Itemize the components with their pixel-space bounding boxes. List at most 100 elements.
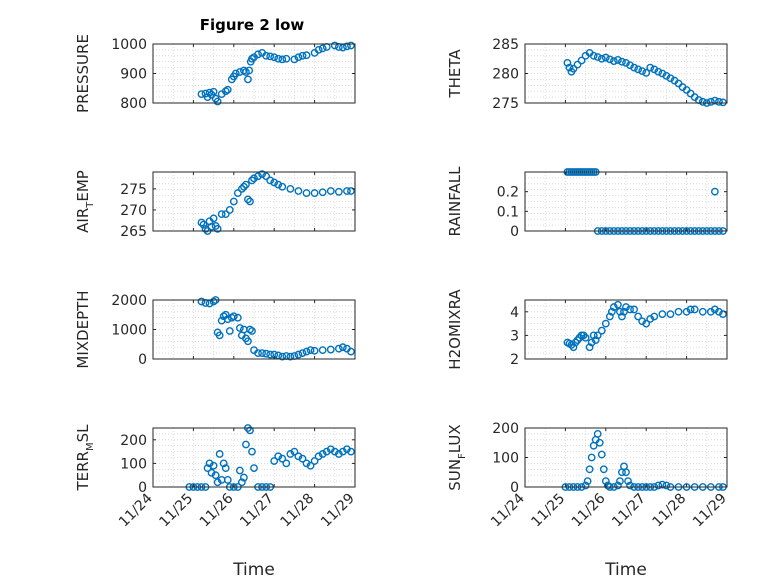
panel-1-marker bbox=[298, 51, 307, 60]
panel-6-marker bbox=[658, 310, 667, 319]
panel-3-marker bbox=[270, 178, 279, 187]
panel-5-marker bbox=[225, 327, 234, 335]
panel-5-marker bbox=[294, 350, 303, 359]
panel-5-marker bbox=[258, 349, 266, 357]
panel-8-marker bbox=[599, 465, 608, 474]
panel-6-marker bbox=[607, 307, 616, 316]
panel-1-marker bbox=[209, 87, 218, 96]
panel-3-marker bbox=[199, 220, 208, 229]
panel-4-ytick-label: 0 bbox=[510, 224, 519, 240]
panel-6-marker bbox=[674, 307, 683, 316]
panel-8-marker bbox=[616, 477, 624, 485]
panel-5-ytick-label: 1000 bbox=[111, 323, 147, 339]
panel-7-axes-box bbox=[152, 427, 356, 488]
panel-7-xtick-label: 11/27 bbox=[237, 491, 277, 531]
panel-5-marker bbox=[310, 346, 319, 355]
panel-2-marker bbox=[618, 57, 626, 66]
panel-7-marker bbox=[221, 464, 230, 473]
panel-7-marker bbox=[213, 478, 222, 487]
panel-3-marker bbox=[278, 182, 287, 191]
panel-1-marker bbox=[294, 53, 303, 62]
panel-1-marker bbox=[347, 41, 355, 50]
panel-3-marker bbox=[266, 176, 275, 185]
figure-title: Figure 2 low bbox=[200, 16, 305, 34]
panel-2-ytick-label: 275 bbox=[492, 96, 519, 112]
panel-5-marker bbox=[254, 349, 262, 357]
panel-7-marker bbox=[219, 459, 228, 468]
panel-2-marker bbox=[565, 63, 574, 72]
panel-6-marker bbox=[710, 305, 719, 314]
panel-8-marker bbox=[614, 481, 622, 490]
panel-3-ylabel: AIRTEMP bbox=[74, 170, 96, 233]
panel-8-marker bbox=[585, 465, 594, 474]
panel-3-marker bbox=[239, 182, 248, 191]
panel-1-marker bbox=[274, 54, 283, 63]
panel-5-marker bbox=[347, 347, 355, 356]
panel-6-marker bbox=[591, 336, 600, 345]
panel-3-marker bbox=[294, 187, 303, 195]
panel-5-marker bbox=[338, 343, 347, 352]
panel-4-ylabel: RAINFALL bbox=[446, 166, 464, 237]
panel-7-ytick-label: 0 bbox=[138, 480, 147, 496]
panel-6-marker bbox=[618, 312, 626, 321]
panel-5-marker bbox=[235, 324, 244, 332]
panel-1-marker bbox=[262, 51, 271, 60]
panel-8-marker bbox=[654, 481, 663, 490]
panel-3-ytick-label: 275 bbox=[120, 182, 147, 198]
panel-8-xlabel: Time bbox=[604, 560, 647, 580]
panel-7-marker bbox=[248, 447, 256, 456]
panel-6-marker bbox=[601, 319, 610, 328]
panel-6-ytick-label: 4 bbox=[510, 305, 519, 321]
panel-5-marker bbox=[266, 350, 275, 359]
panel-7-marker bbox=[314, 452, 323, 461]
panel-1-marker bbox=[266, 52, 275, 61]
panel-3-marker bbox=[326, 187, 335, 195]
panel-7-xtick-label: 11/29 bbox=[318, 491, 358, 531]
panel-6-marker bbox=[642, 319, 651, 328]
panel-6-marker bbox=[605, 312, 614, 321]
panel-7-marker bbox=[205, 459, 214, 468]
panel-7-marker bbox=[274, 452, 283, 461]
panel-6-marker bbox=[587, 338, 596, 347]
panel-6-marker bbox=[646, 314, 655, 323]
panel-6-marker bbox=[593, 331, 602, 340]
panel-2-marker bbox=[646, 63, 655, 72]
panel-3-marker bbox=[258, 170, 266, 179]
panel-3-marker bbox=[274, 180, 283, 189]
panel-7-marker bbox=[310, 457, 319, 465]
panel-5-ytick-label: 0 bbox=[138, 352, 147, 368]
panel-1-marker bbox=[270, 53, 279, 62]
panel-7-marker bbox=[330, 447, 339, 456]
panel-3-marker bbox=[262, 172, 271, 181]
panel-5-marker bbox=[302, 347, 311, 356]
panel-8-xtick-label: 11/29 bbox=[690, 491, 730, 531]
panel-7-marker bbox=[306, 461, 315, 470]
panel-5-marker bbox=[286, 352, 295, 361]
panel-2-marker bbox=[597, 54, 606, 63]
panel-3-marker bbox=[302, 189, 311, 197]
panel-2-marker bbox=[634, 65, 643, 74]
panel-7-marker bbox=[239, 473, 248, 482]
panel-4-ytick-label: 0.1 bbox=[497, 204, 519, 220]
panel-6-marker bbox=[597, 326, 606, 335]
panel-2-marker bbox=[601, 53, 610, 62]
panel-7-marker bbox=[242, 440, 250, 449]
panel-7-marker bbox=[215, 450, 224, 458]
panel-2-marker bbox=[650, 65, 659, 74]
panel-3-marker bbox=[286, 184, 295, 193]
panel-6-marker bbox=[634, 312, 643, 321]
panel-2-marker bbox=[715, 97, 723, 106]
panel-8-xtick-label: 11/26 bbox=[569, 490, 609, 530]
panel-5-marker bbox=[318, 346, 327, 355]
panel-3-marker bbox=[213, 224, 222, 233]
panel-7-marker bbox=[318, 450, 327, 458]
panel-8-marker bbox=[624, 477, 632, 485]
panel-7-xlabel: Time bbox=[232, 560, 275, 580]
panel-5-marker bbox=[215, 331, 224, 340]
panel-5-marker bbox=[197, 297, 206, 306]
panel-2-marker bbox=[593, 53, 602, 61]
panel-8-marker bbox=[597, 450, 606, 459]
panel-1-ytick-label: 900 bbox=[120, 67, 147, 83]
panel-7-ylabel: TERRMSL bbox=[74, 424, 96, 492]
